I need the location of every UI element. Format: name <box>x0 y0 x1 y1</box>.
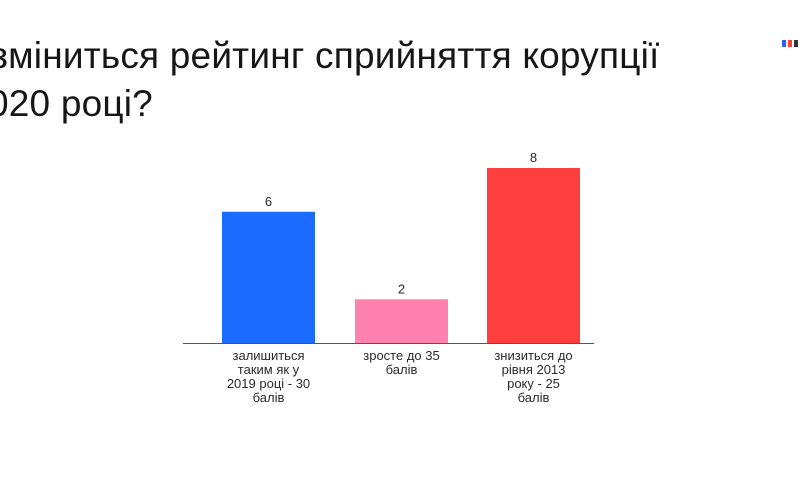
bar-3 <box>487 168 580 343</box>
bar-2 <box>355 299 448 343</box>
bar-1 <box>222 211 315 343</box>
logo-dark-square <box>794 40 798 47</box>
category-label-2: зросте до 35 балів <box>363 348 439 377</box>
category-label-1: залишиться таким як у 2019 році - 30 балів <box>227 348 310 405</box>
chart-title-line-1: зміниться рейтинг сприйняття корупції <box>0 35 660 76</box>
category-label-3: знизиться до рівня 2013 року - 25 балів <box>494 348 572 405</box>
chart-title: зміниться рейтинг сприйняття корупції 02… <box>0 32 770 128</box>
bar-value-label-1: 6 <box>265 194 272 209</box>
bar-value-label-3: 8 <box>530 150 537 165</box>
bar-value-label-2: 2 <box>398 281 405 296</box>
logo-blue-square <box>782 40 786 47</box>
brand-logo-mark <box>782 40 800 50</box>
chart-title-line-2: 020 році? <box>0 83 153 124</box>
logo-red-square <box>788 40 792 47</box>
